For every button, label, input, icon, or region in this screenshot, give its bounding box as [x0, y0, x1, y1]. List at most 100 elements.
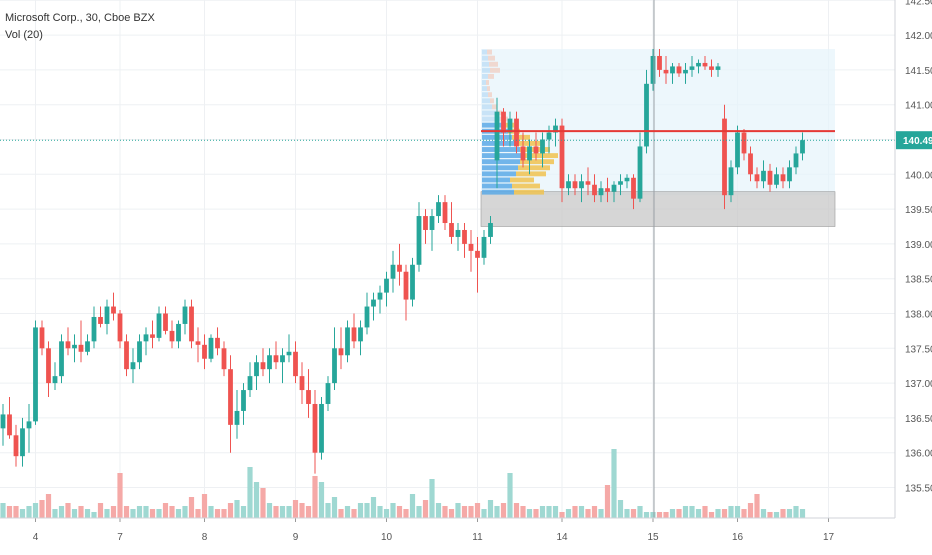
volume-bar — [39, 500, 45, 518]
candle-body — [130, 362, 136, 370]
profile-down-bar — [516, 171, 546, 177]
volume-bar — [507, 473, 513, 518]
profile-down-bar — [488, 55, 495, 61]
price-tick-label: 138.50 — [905, 275, 932, 286]
profile-up-bar — [482, 122, 504, 128]
volume-bar — [487, 500, 494, 518]
candle-body — [774, 174, 779, 185]
volume-bar — [689, 506, 695, 518]
candle-body — [13, 435, 19, 457]
profile-up-bar — [482, 153, 522, 159]
volume-bar — [546, 506, 552, 518]
volume-bar — [338, 509, 344, 518]
volume-bar — [734, 506, 741, 518]
candle-body — [754, 174, 760, 182]
volume-bar — [175, 509, 182, 518]
volume-bar — [136, 506, 143, 518]
price-tick-label: 137.00 — [905, 379, 932, 390]
volume-bar — [26, 506, 32, 518]
profile-up-bar — [482, 98, 490, 104]
candle-body — [319, 403, 324, 453]
volume-bar — [214, 509, 221, 518]
profile-down-bar — [520, 159, 554, 165]
candle-body — [501, 111, 506, 133]
profile-up-bar — [482, 177, 510, 183]
time-tick-label: 8 — [202, 532, 208, 543]
candle-body — [195, 341, 201, 345]
volume-bar — [78, 506, 84, 518]
candle-body — [20, 428, 25, 457]
candle-body — [689, 66, 695, 70]
volume-bar — [260, 488, 266, 518]
volume-bar — [663, 512, 669, 518]
candle-body — [709, 66, 714, 70]
volume-bar — [435, 503, 442, 518]
time-tick-label: 17 — [823, 532, 835, 543]
volume-bar — [630, 509, 637, 518]
profile-down-bar — [489, 61, 498, 67]
volume-bar — [0, 503, 6, 518]
candle-body — [676, 66, 682, 74]
time-axis: 4 7 8 9 10 11 14 15 16 17 — [0, 517, 895, 543]
candle-body — [202, 344, 207, 359]
volume-bar — [773, 512, 780, 518]
volume-bar — [669, 509, 676, 518]
candle-body — [104, 306, 110, 324]
volume-bar — [468, 506, 474, 518]
candle-body — [468, 243, 474, 251]
volume-bar — [58, 506, 65, 518]
profile-down-bar — [512, 183, 540, 189]
candle-body — [540, 139, 545, 154]
candle-body — [124, 341, 129, 370]
profile-down-bar — [490, 98, 494, 104]
volume-bar — [104, 509, 110, 518]
volume-bar — [533, 509, 539, 518]
candle-body — [338, 348, 344, 356]
candle-body — [59, 341, 64, 377]
volume-bar — [422, 500, 429, 518]
volume-bar — [227, 503, 234, 518]
profile-down-bar — [488, 92, 492, 98]
candle-body — [442, 202, 448, 224]
volume-bar — [598, 509, 604, 518]
candle-body — [514, 118, 519, 147]
volume-bar — [331, 497, 338, 518]
candle-body — [0, 414, 6, 429]
profile-up-bar — [482, 86, 487, 92]
candle-body — [650, 55, 656, 84]
candle-body — [722, 118, 727, 196]
profile-up-bar — [482, 171, 516, 177]
candle-body — [325, 383, 331, 404]
volume-bar — [793, 506, 799, 518]
candle-body — [182, 306, 188, 324]
volume-profile — [480, 49, 836, 227]
profile-down-bar — [486, 80, 489, 85]
volume-bar — [624, 509, 630, 518]
volume-bar — [526, 509, 533, 518]
candle-body — [637, 146, 643, 199]
candle-body — [312, 403, 318, 453]
volume-bar — [572, 506, 578, 518]
profile-down-bar — [514, 189, 544, 195]
candle-body — [507, 118, 513, 133]
candle-body — [156, 313, 162, 338]
price-tick-label: 142.50 — [905, 0, 932, 7]
volume-bar — [754, 494, 760, 518]
candle-body — [33, 327, 38, 422]
profile-down-bar — [492, 104, 497, 110]
volume-bar — [637, 506, 643, 518]
volume-bar — [247, 467, 253, 518]
candle-body — [176, 323, 181, 342]
candle-body — [605, 188, 610, 192]
profile-up-bar — [482, 67, 490, 73]
chart-title: Microsoft Corp., 30, Cboe BZX — [5, 12, 155, 24]
candle-body — [163, 313, 168, 331]
candle-body — [533, 146, 539, 154]
candle-body — [436, 202, 441, 217]
volume-bar — [65, 503, 71, 518]
profile-down-bar — [487, 86, 490, 92]
volume-bar — [591, 506, 598, 518]
price-tick-label: 136.50 — [905, 414, 932, 425]
volume-bar — [767, 512, 773, 518]
